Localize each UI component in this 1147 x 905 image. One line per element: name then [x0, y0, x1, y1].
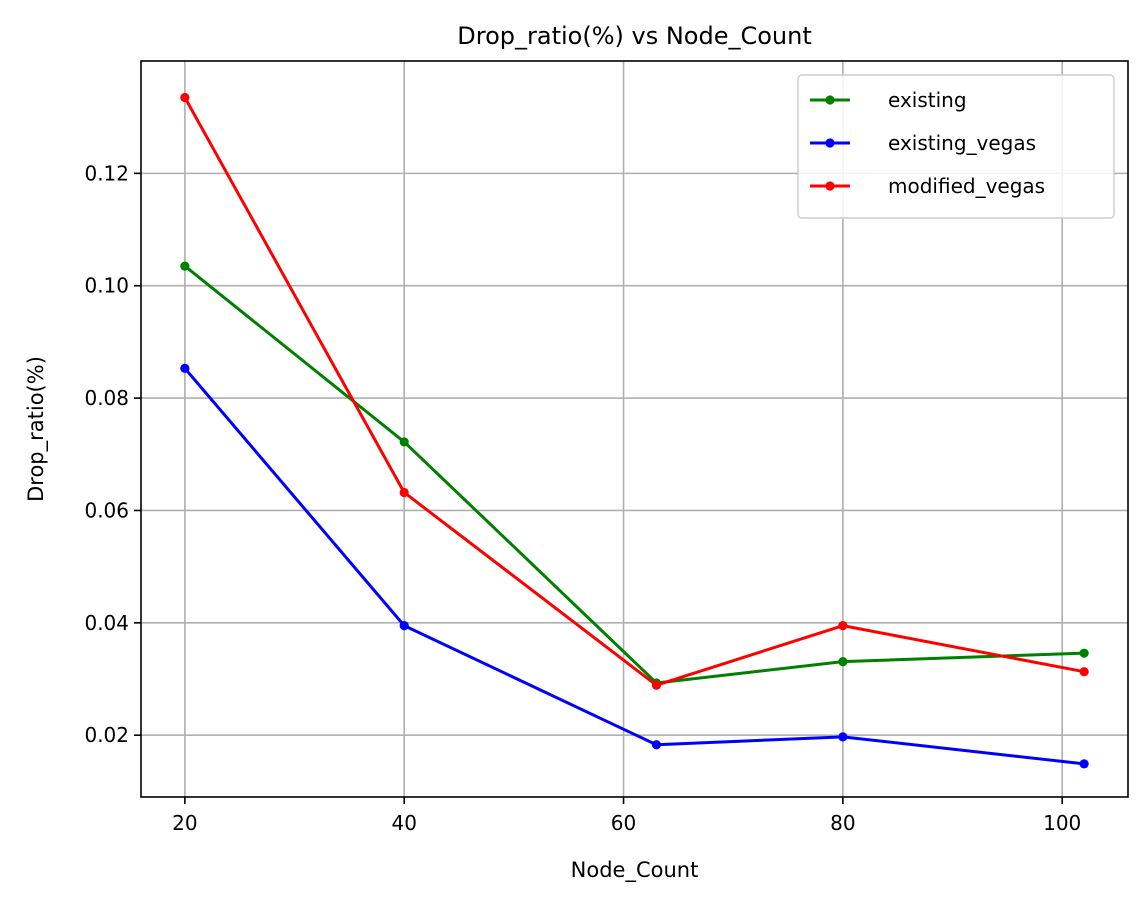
data-point-existing	[180, 261, 190, 271]
x-tick-label: 20	[172, 811, 197, 835]
series-lines	[180, 92, 1089, 769]
x-tick-label: 80	[830, 811, 855, 835]
data-point-existing	[1079, 648, 1089, 658]
chart-title: Drop_ratio(%) vs Node_Count	[457, 22, 811, 50]
legend-entry-existing_vegas: existing_vegas	[810, 131, 1036, 155]
y-tick-label: 0.02	[84, 723, 129, 747]
data-point-modified_vegas	[399, 487, 409, 498]
x-tick-label: 60	[611, 811, 636, 835]
data-point-modified_vegas	[1079, 667, 1089, 677]
data-point-modified_vegas	[838, 621, 848, 631]
y-tick-label: 0.06	[84, 498, 129, 522]
x-axis-label: Node_Count	[571, 858, 699, 883]
data-point-existing	[838, 656, 848, 667]
legend-label-existing_vegas: existing_vegas	[888, 131, 1036, 155]
data-point-existing_vegas	[399, 621, 409, 631]
y-tick-label: 0.10	[84, 274, 129, 298]
x-axis-ticks: 20 40 60 80 100	[172, 797, 1081, 835]
y-axis-label: Drop_ratio(%)	[24, 356, 49, 502]
data-point-existing_vegas	[1079, 759, 1089, 769]
legend-marker-existing	[825, 95, 835, 105]
legend-label-modified_vegas: modified_vegas	[888, 174, 1045, 198]
y-axis-ticks: 0.02 0.04 0.06 0.08 0.10 0.12	[84, 161, 141, 747]
data-point-existing_vegas	[838, 732, 848, 742]
data-point-existing	[399, 437, 409, 447]
legend-entry-modified_vegas: modified_vegas	[810, 174, 1045, 198]
legend-entry-existing: existing	[810, 88, 967, 112]
legend-marker-modified_vegas	[825, 181, 835, 191]
series-modified_vegas	[180, 92, 1089, 690]
legend-label-existing: existing	[888, 88, 967, 112]
series-existing_vegas	[180, 363, 1089, 769]
data-point-existing_vegas	[651, 740, 662, 750]
x-tick-label: 40	[391, 811, 416, 835]
y-tick-label: 0.04	[84, 611, 129, 635]
legend-box	[797, 74, 1115, 219]
x-tick-label: 100	[1043, 811, 1081, 835]
plot-frame	[140, 60, 1129, 798]
y-tick-label: 0.12	[84, 161, 129, 185]
data-point-modified_vegas	[180, 92, 190, 103]
data-point-modified_vegas	[651, 680, 662, 690]
legend-entries: existing existing_vegas modified_vegas	[810, 88, 1045, 198]
legend-marker-existing_vegas	[825, 138, 835, 148]
legend: existing existing_vegas modified_vegas	[797, 74, 1115, 219]
y-tick-label: 0.08	[84, 386, 129, 410]
data-point-existing_vegas	[180, 363, 190, 373]
